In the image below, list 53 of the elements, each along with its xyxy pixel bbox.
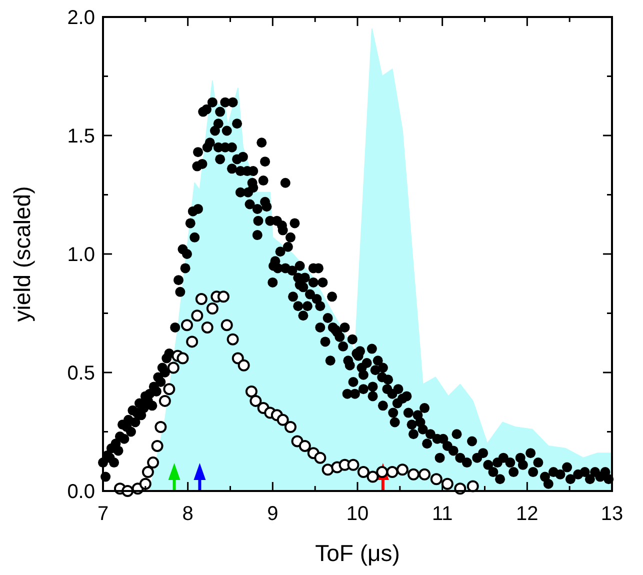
point [154, 421, 167, 434]
point [191, 310, 204, 322]
point [142, 466, 154, 478]
point [206, 302, 218, 315]
point [347, 458, 360, 471]
point [220, 319, 233, 332]
point [195, 293, 208, 306]
x-tick-label: 9 [267, 503, 278, 525]
x-tick-label: 13 [600, 503, 624, 525]
point [276, 414, 289, 426]
point [284, 421, 296, 434]
point [357, 466, 370, 478]
point [430, 473, 442, 486]
point [180, 319, 193, 332]
point [186, 336, 198, 348]
point [147, 456, 160, 469]
point [151, 440, 164, 452]
point [168, 463, 180, 480]
point [139, 478, 152, 490]
point [201, 321, 214, 334]
point [418, 468, 431, 480]
x-axis-title: ToF (μs) [315, 540, 400, 566]
point [466, 480, 479, 492]
point [396, 464, 408, 476]
x-tick-label: 11 [432, 503, 453, 525]
y-tick-label: 0.5 [67, 362, 95, 384]
point [176, 352, 189, 364]
point [376, 466, 388, 478]
y-tick-label: 1.5 [67, 126, 95, 148]
y-tick-label: 2.0 [67, 7, 95, 29]
x-tick-label: 12 [516, 503, 538, 525]
point [298, 440, 311, 452]
point [314, 452, 326, 464]
point [167, 362, 180, 374]
point [245, 385, 258, 398]
point [366, 470, 379, 483]
y-tick-label: 1.0 [67, 244, 95, 266]
point [238, 359, 250, 372]
point [386, 466, 398, 478]
point [163, 383, 176, 396]
x-tick-label: 10 [346, 503, 369, 525]
x-tick-label: 7 [97, 503, 109, 525]
x-tick-label: 8 [182, 503, 194, 525]
point [322, 464, 334, 476]
point [194, 463, 206, 480]
y-axis-title: yield (scaled) [9, 186, 35, 322]
point [217, 290, 230, 303]
point [250, 394, 262, 407]
point [226, 333, 239, 346]
point [407, 468, 420, 480]
point [441, 478, 454, 490]
point [158, 394, 171, 407]
y-tick-label: 0.0 [67, 481, 95, 503]
